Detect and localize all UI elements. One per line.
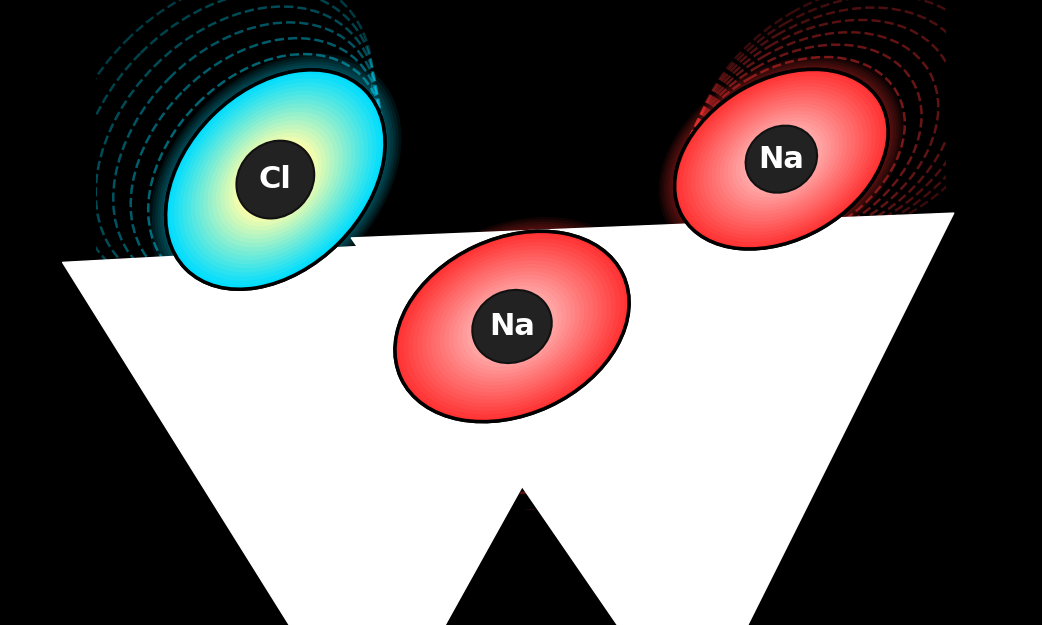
Ellipse shape — [703, 93, 860, 225]
Ellipse shape — [152, 56, 399, 303]
Ellipse shape — [674, 69, 888, 249]
Ellipse shape — [727, 114, 835, 204]
Ellipse shape — [695, 86, 868, 232]
Ellipse shape — [191, 95, 359, 264]
Ellipse shape — [154, 59, 396, 300]
Ellipse shape — [430, 261, 593, 392]
Ellipse shape — [422, 253, 602, 400]
Ellipse shape — [228, 132, 322, 226]
Ellipse shape — [383, 222, 641, 431]
Text: Na: Na — [759, 144, 804, 174]
Ellipse shape — [683, 76, 879, 242]
Ellipse shape — [467, 289, 557, 363]
Ellipse shape — [389, 226, 635, 426]
Ellipse shape — [237, 141, 315, 219]
Ellipse shape — [149, 53, 401, 306]
Ellipse shape — [203, 107, 347, 251]
Ellipse shape — [170, 74, 380, 285]
Ellipse shape — [744, 127, 819, 191]
Ellipse shape — [182, 87, 368, 272]
Ellipse shape — [418, 249, 606, 404]
Ellipse shape — [471, 293, 553, 360]
Ellipse shape — [440, 268, 585, 385]
Ellipse shape — [212, 116, 339, 243]
Ellipse shape — [664, 61, 899, 258]
Ellipse shape — [392, 229, 632, 424]
Ellipse shape — [387, 224, 638, 429]
Ellipse shape — [736, 121, 827, 198]
Ellipse shape — [426, 257, 598, 396]
Text: Na: Na — [489, 312, 535, 341]
Ellipse shape — [436, 264, 589, 389]
Ellipse shape — [157, 62, 393, 298]
Ellipse shape — [687, 79, 876, 239]
Text: Cl: Cl — [258, 165, 292, 194]
Ellipse shape — [195, 99, 355, 260]
Ellipse shape — [731, 118, 830, 201]
Ellipse shape — [404, 239, 620, 414]
Ellipse shape — [380, 219, 644, 434]
Ellipse shape — [216, 120, 334, 239]
Ellipse shape — [444, 271, 579, 382]
Ellipse shape — [166, 70, 386, 289]
Ellipse shape — [669, 65, 893, 253]
Ellipse shape — [174, 78, 376, 281]
Ellipse shape — [399, 235, 624, 418]
Ellipse shape — [716, 104, 847, 214]
Ellipse shape — [678, 72, 884, 246]
Ellipse shape — [224, 129, 326, 231]
Ellipse shape — [199, 103, 351, 256]
Ellipse shape — [462, 286, 562, 367]
Ellipse shape — [207, 112, 343, 248]
Ellipse shape — [667, 62, 896, 256]
Ellipse shape — [691, 83, 872, 235]
Ellipse shape — [708, 97, 855, 221]
Ellipse shape — [723, 111, 839, 208]
Ellipse shape — [720, 107, 843, 211]
Ellipse shape — [220, 124, 330, 235]
Ellipse shape — [395, 231, 629, 422]
Ellipse shape — [699, 90, 864, 228]
Ellipse shape — [408, 242, 616, 411]
Ellipse shape — [160, 64, 391, 295]
Ellipse shape — [746, 126, 817, 192]
Ellipse shape — [187, 91, 364, 268]
Ellipse shape — [166, 70, 386, 289]
Ellipse shape — [449, 275, 575, 378]
Ellipse shape — [659, 56, 904, 262]
Ellipse shape — [395, 231, 629, 422]
Ellipse shape — [377, 217, 647, 436]
Ellipse shape — [457, 282, 567, 371]
Ellipse shape — [453, 279, 571, 374]
Ellipse shape — [472, 290, 552, 363]
Ellipse shape — [163, 67, 388, 292]
Ellipse shape — [413, 246, 612, 407]
Ellipse shape — [740, 124, 823, 194]
Ellipse shape — [662, 58, 901, 260]
Ellipse shape — [712, 100, 851, 218]
Ellipse shape — [237, 141, 314, 218]
Ellipse shape — [674, 69, 888, 249]
Ellipse shape — [672, 67, 891, 251]
Ellipse shape — [232, 137, 318, 222]
Ellipse shape — [178, 82, 372, 277]
